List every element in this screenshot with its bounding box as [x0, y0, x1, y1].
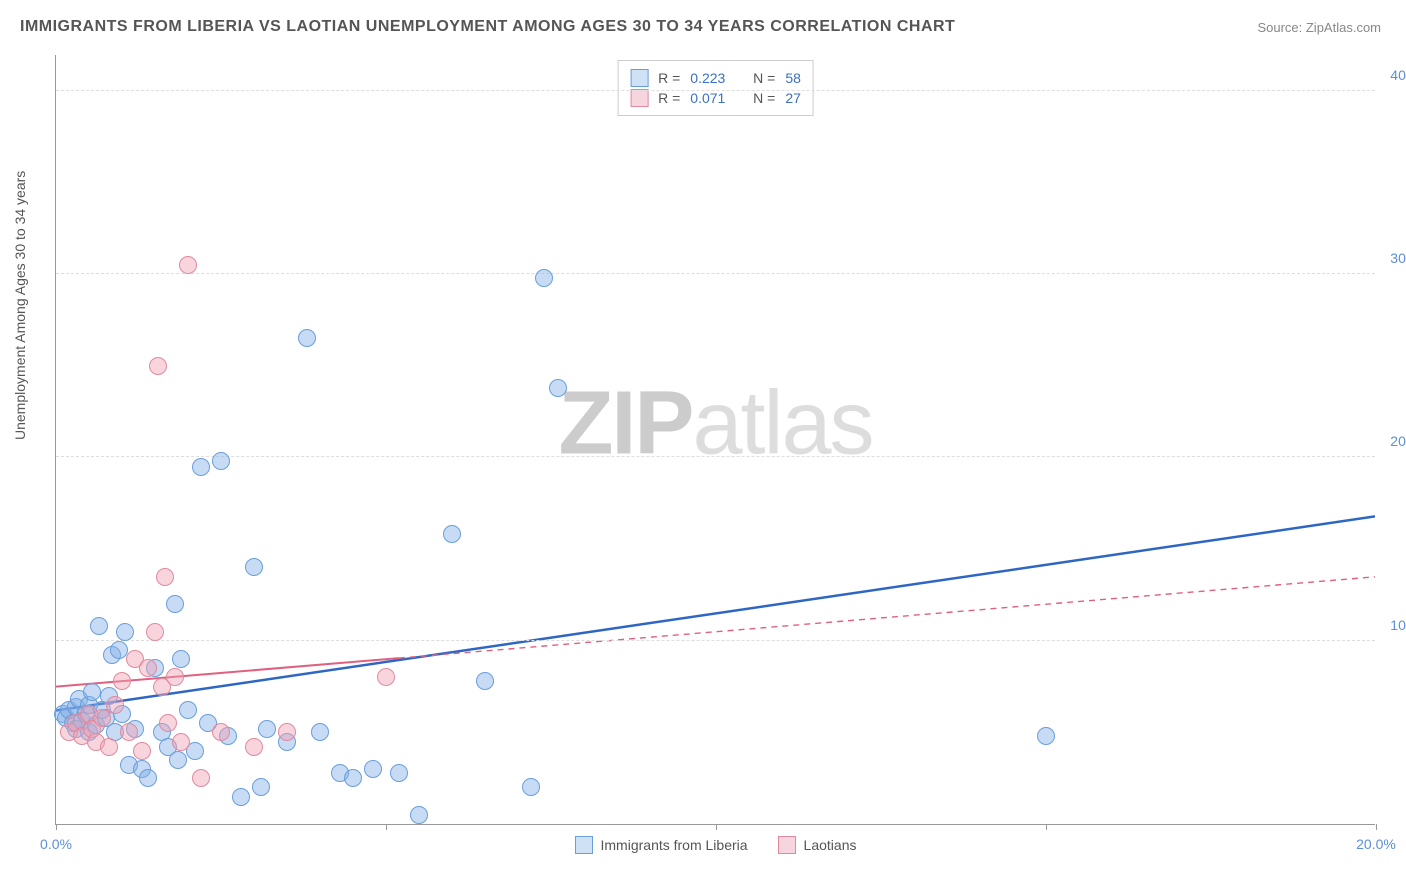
data-point: [116, 623, 134, 641]
regression-lines: [56, 55, 1375, 824]
r-value: 0.071: [690, 90, 725, 106]
legend-series-item: Laotians: [778, 836, 857, 854]
data-point: [212, 452, 230, 470]
data-point: [172, 733, 190, 751]
data-point: [258, 720, 276, 738]
data-point: [298, 329, 316, 347]
data-point: [90, 617, 108, 635]
gridline: [56, 456, 1375, 457]
r-label: R =: [658, 90, 680, 106]
watermark: ZIPatlas: [558, 373, 872, 476]
data-point: [166, 595, 184, 613]
x-tick: [56, 824, 57, 830]
scatter-plot: ZIPatlas R = 0.223 N = 58 R = 0.071 N = …: [55, 55, 1375, 825]
data-point: [169, 751, 187, 769]
legend-series-label: Immigrants from Liberia: [601, 837, 748, 853]
data-point: [179, 701, 197, 719]
data-point: [83, 683, 101, 701]
data-point: [535, 269, 553, 287]
data-point: [245, 558, 263, 576]
gridline: [56, 640, 1375, 641]
chart-title: IMMIGRANTS FROM LIBERIA VS LAOTIAN UNEMP…: [20, 18, 955, 36]
legend-stat-row: R = 0.071 N = 27: [630, 89, 801, 107]
y-tick-label: 10.0%: [1390, 617, 1406, 633]
data-point: [156, 568, 174, 586]
legend-stat-row: R = 0.223 N = 58: [630, 69, 801, 87]
data-point: [172, 650, 190, 668]
source-label: Source: ZipAtlas.com: [1257, 20, 1381, 35]
data-point: [192, 769, 210, 787]
legend-series-label: Laotians: [804, 837, 857, 853]
data-point: [245, 738, 263, 756]
data-point: [390, 764, 408, 782]
data-point: [120, 723, 138, 741]
legend-series-item: Immigrants from Liberia: [575, 836, 748, 854]
data-point: [106, 696, 124, 714]
legend-swatch: [630, 69, 648, 87]
x-tick-label: 0.0%: [40, 836, 72, 852]
x-tick: [386, 824, 387, 830]
data-point: [344, 769, 362, 787]
data-point: [133, 742, 151, 760]
data-point: [139, 769, 157, 787]
data-point: [212, 723, 230, 741]
data-point: [139, 659, 157, 677]
data-point: [146, 623, 164, 641]
y-tick-label: 20.0%: [1390, 433, 1406, 449]
legend-series: Immigrants from Liberia Laotians: [575, 836, 857, 854]
legend-swatch: [575, 836, 593, 854]
data-point: [311, 723, 329, 741]
legend-swatch: [778, 836, 796, 854]
data-point: [100, 738, 118, 756]
data-point: [110, 641, 128, 659]
data-point: [149, 357, 167, 375]
data-point: [443, 525, 461, 543]
legend-swatch: [630, 89, 648, 107]
x-tick: [1046, 824, 1047, 830]
n-label: N =: [753, 70, 775, 86]
x-tick: [1376, 824, 1377, 830]
n-value: 58: [785, 70, 801, 86]
data-point: [159, 714, 177, 732]
data-point: [364, 760, 382, 778]
y-tick-label: 30.0%: [1390, 250, 1406, 266]
x-tick: [716, 824, 717, 830]
data-point: [252, 778, 270, 796]
r-label: R =: [658, 70, 680, 86]
data-point: [549, 379, 567, 397]
r-value: 0.223: [690, 70, 725, 86]
data-point: [192, 458, 210, 476]
gridline: [56, 90, 1375, 91]
data-point: [377, 668, 395, 686]
x-tick-label: 20.0%: [1356, 836, 1396, 852]
data-point: [232, 788, 250, 806]
y-tick-label: 40.0%: [1390, 67, 1406, 83]
n-value: 27: [785, 90, 801, 106]
data-point: [476, 672, 494, 690]
data-point: [410, 806, 428, 824]
data-point: [113, 672, 131, 690]
data-point: [179, 256, 197, 274]
gridline: [56, 273, 1375, 274]
data-point: [166, 668, 184, 686]
n-label: N =: [753, 90, 775, 106]
y-axis-label: Unemployment Among Ages 30 to 34 years: [12, 171, 28, 440]
data-point: [278, 723, 296, 741]
data-point: [522, 778, 540, 796]
data-point: [1037, 727, 1055, 745]
legend-stats: R = 0.223 N = 58 R = 0.071 N = 27: [617, 60, 814, 116]
